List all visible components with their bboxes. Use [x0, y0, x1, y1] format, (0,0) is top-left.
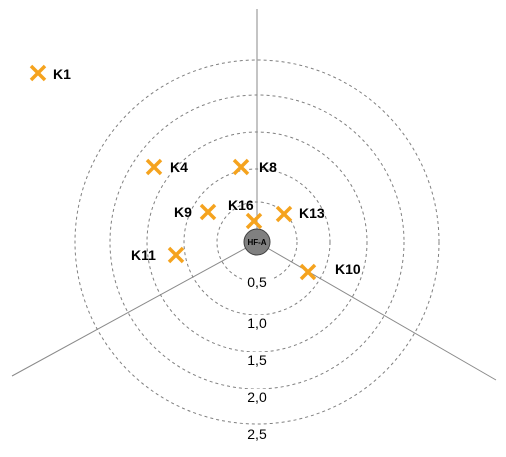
- x-marker-icon: [232, 158, 250, 176]
- x-marker-icon: [245, 212, 263, 230]
- x-marker-icon: [199, 203, 217, 221]
- hub-label: HF-A: [247, 238, 266, 247]
- axis-line-lower-left: [11, 241, 258, 377]
- axis-line-lower-right: [256, 241, 497, 381]
- point-label: K1: [53, 66, 71, 82]
- point-label: K4: [170, 159, 188, 175]
- x-marker-icon: [167, 246, 185, 264]
- point-k16: K16: [228, 197, 263, 230]
- ring-label-2: 1,0: [247, 315, 267, 331]
- point-k8: K8: [232, 158, 277, 176]
- point-k1: K1: [29, 64, 71, 82]
- ring-labels: 0,5 1,0 1,5 2,0 2,5: [242, 274, 272, 442]
- point-label: K11: [131, 247, 156, 263]
- ring-3: [146, 131, 368, 353]
- point-k9: K9: [174, 203, 217, 221]
- point-k13: K13: [275, 205, 325, 223]
- ring-label-5: 2,5: [247, 426, 267, 442]
- point-k10: K10: [299, 261, 361, 281]
- x-marker-icon: [275, 205, 293, 223]
- x-marker-icon: [145, 158, 163, 176]
- x-marker-icon: [299, 263, 317, 281]
- point-k11: K11: [131, 246, 185, 264]
- ring-label-1: 0,5: [247, 274, 267, 290]
- point-label: K13: [299, 205, 325, 221]
- axes: [11, 9, 497, 381]
- points: K1 K4 K8 K9 K16: [29, 64, 361, 281]
- ring-5: [74, 59, 440, 425]
- point-label: K9: [174, 204, 192, 220]
- ring-label-4: 2,0: [247, 389, 267, 405]
- hub-circle: [243, 228, 271, 256]
- point-label: K16: [228, 197, 254, 213]
- x-marker-icon: [29, 64, 47, 82]
- point-label: K10: [335, 261, 361, 277]
- point-k4: K4: [145, 158, 188, 176]
- hub: HF-A: [243, 228, 271, 256]
- ring-label-3: 1,5: [247, 352, 267, 368]
- point-label: K8: [259, 159, 277, 175]
